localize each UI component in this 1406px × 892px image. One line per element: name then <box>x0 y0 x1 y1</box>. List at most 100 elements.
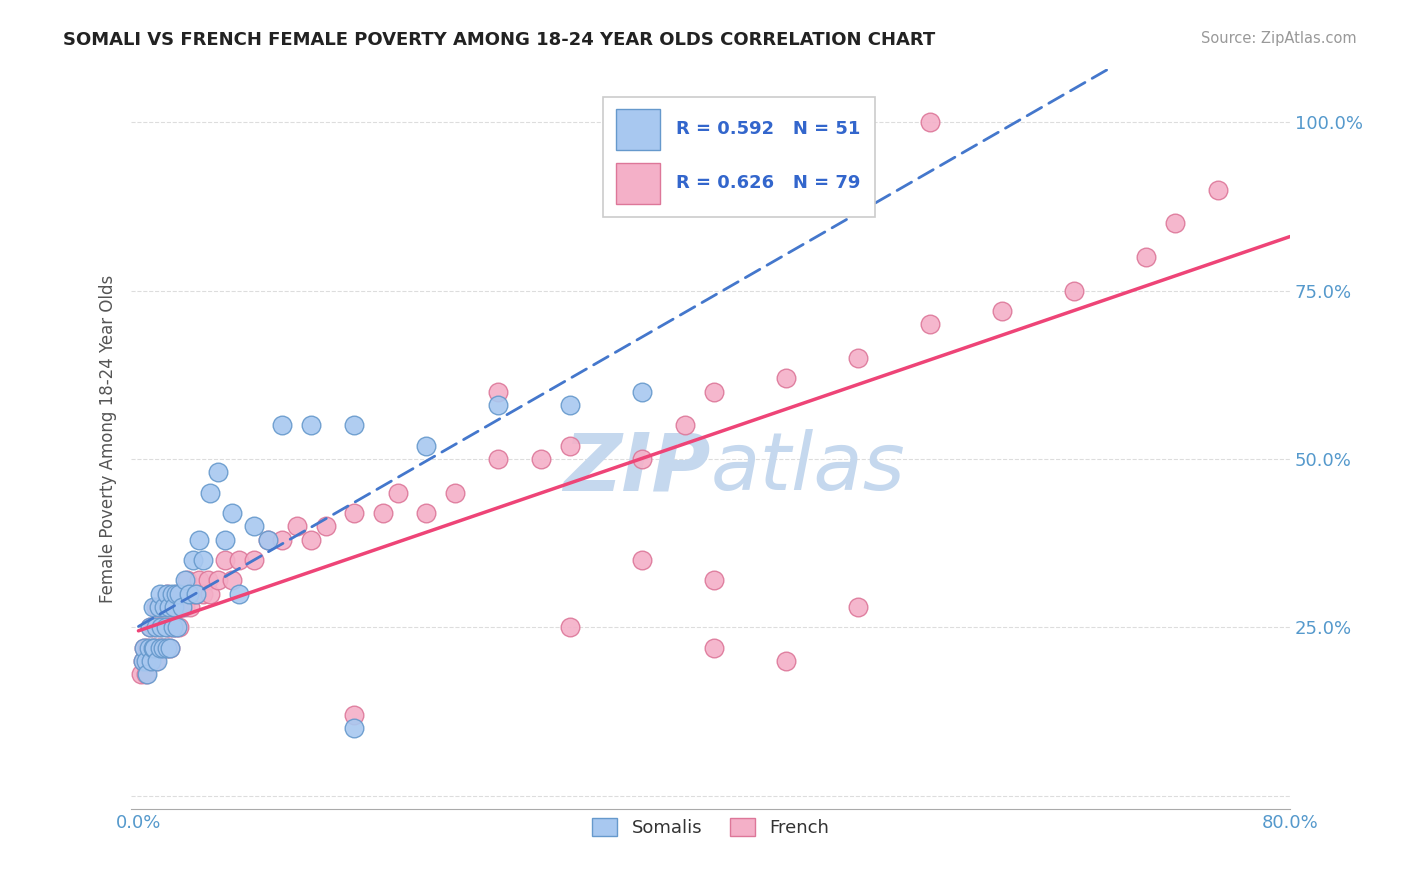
FancyBboxPatch shape <box>616 109 659 150</box>
Point <box>141 654 163 668</box>
Point <box>343 707 366 722</box>
Point <box>135 654 157 668</box>
Point <box>315 519 337 533</box>
Point <box>167 620 190 634</box>
Point <box>187 533 209 547</box>
Point <box>157 600 180 615</box>
Point <box>169 600 191 615</box>
Point <box>703 384 725 399</box>
Point <box>156 620 179 634</box>
Legend: Somalis, French: Somalis, French <box>585 811 837 845</box>
Point <box>1164 216 1187 230</box>
Point <box>136 667 159 681</box>
Point <box>156 587 179 601</box>
Point <box>156 640 179 655</box>
Point <box>157 620 180 634</box>
Point <box>228 553 250 567</box>
Point <box>152 640 174 655</box>
Point <box>135 667 157 681</box>
Point <box>132 654 155 668</box>
FancyBboxPatch shape <box>616 162 659 204</box>
Point <box>149 640 172 655</box>
Point <box>775 654 797 668</box>
Point <box>139 620 162 634</box>
Point <box>150 620 173 634</box>
Point <box>160 600 183 615</box>
Point <box>846 600 869 615</box>
Point <box>156 587 179 601</box>
Point <box>145 654 167 668</box>
FancyBboxPatch shape <box>603 96 875 217</box>
Point <box>173 573 195 587</box>
Point <box>560 620 582 634</box>
Point <box>184 587 207 601</box>
Point <box>149 640 172 655</box>
Point <box>141 654 163 668</box>
Point <box>703 640 725 655</box>
Point <box>148 600 170 615</box>
Text: R = 0.626   N = 79: R = 0.626 N = 79 <box>676 174 860 193</box>
Point <box>257 533 280 547</box>
Point <box>170 587 193 601</box>
Point <box>155 640 177 655</box>
Point <box>153 600 176 615</box>
Point <box>184 587 207 601</box>
Text: Source: ZipAtlas.com: Source: ZipAtlas.com <box>1201 31 1357 46</box>
Point <box>560 439 582 453</box>
Point <box>162 620 184 634</box>
Point <box>221 506 243 520</box>
Point <box>228 587 250 601</box>
Point <box>142 640 165 655</box>
Point <box>163 600 186 615</box>
Point <box>187 573 209 587</box>
Point <box>1063 284 1085 298</box>
Point <box>138 640 160 655</box>
Point <box>207 466 229 480</box>
Text: SOMALI VS FRENCH FEMALE POVERTY AMONG 18-24 YEAR OLDS CORRELATION CHART: SOMALI VS FRENCH FEMALE POVERTY AMONG 18… <box>63 31 935 49</box>
Point <box>846 351 869 365</box>
Point <box>139 620 162 634</box>
Point <box>166 620 188 634</box>
Point <box>775 371 797 385</box>
Point <box>991 304 1014 318</box>
Point <box>146 654 169 668</box>
Point <box>675 418 697 433</box>
Point <box>170 600 193 615</box>
Point <box>242 553 264 567</box>
Point <box>285 519 308 533</box>
Point <box>257 533 280 547</box>
Point <box>149 587 172 601</box>
Point <box>149 620 172 634</box>
Point <box>142 640 165 655</box>
Text: atlas: atlas <box>710 429 905 508</box>
Point <box>415 506 437 520</box>
Point <box>146 640 169 655</box>
Point <box>193 553 215 567</box>
Point <box>560 398 582 412</box>
Point <box>343 506 366 520</box>
Point <box>486 452 509 467</box>
Point <box>143 620 166 634</box>
Point <box>703 573 725 587</box>
Point <box>134 640 156 655</box>
Text: ZIP: ZIP <box>564 429 710 508</box>
Point <box>152 640 174 655</box>
Point <box>631 452 654 467</box>
Point <box>177 587 200 601</box>
Point <box>299 533 322 547</box>
Point <box>200 587 222 601</box>
Point <box>165 587 187 601</box>
Point <box>173 600 195 615</box>
Point <box>221 573 243 587</box>
Point <box>145 600 167 615</box>
Point <box>271 418 294 433</box>
Point <box>631 553 654 567</box>
Point <box>631 384 654 399</box>
Point <box>920 115 942 129</box>
Point <box>155 620 177 634</box>
Point <box>167 587 190 601</box>
Point <box>159 640 181 655</box>
Point <box>920 318 942 332</box>
Point <box>136 640 159 655</box>
Point <box>343 722 366 736</box>
